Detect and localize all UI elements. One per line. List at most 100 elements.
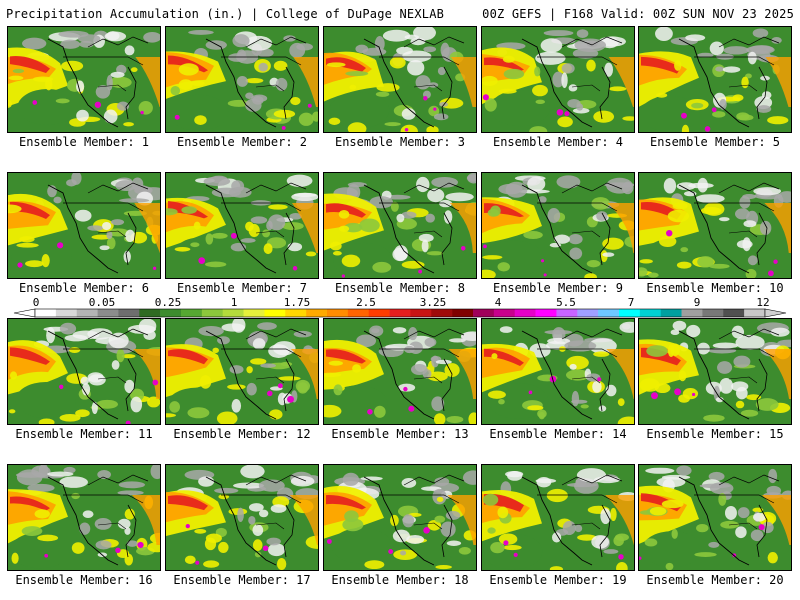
precip-map bbox=[324, 27, 476, 132]
ensemble-member-map bbox=[165, 26, 319, 133]
precip-map bbox=[482, 465, 634, 570]
colorbar-segment bbox=[639, 309, 662, 317]
precipitation-colorbar: 0 0.05 0.25 1 1.75 2.5 3.25 4 5.5 7 9 12 bbox=[13, 296, 787, 318]
colorbar-segment bbox=[201, 309, 224, 317]
colorbar-tick-label: 5.5 bbox=[556, 296, 576, 309]
ensemble-member-label: Ensemble Member: 8 bbox=[334, 281, 466, 295]
ensemble-member-map bbox=[638, 318, 792, 425]
model-run-info: 00Z GEFS | F168 Valid: 00Z SUN NOV 23 20… bbox=[482, 7, 794, 21]
ensemble-member-label: Ensemble Member: 18 bbox=[331, 573, 469, 587]
colorbar-segment bbox=[452, 309, 474, 317]
colorbar-tick-label: 7 bbox=[628, 296, 635, 309]
ensemble-member-map bbox=[638, 172, 792, 279]
colorbar-segment bbox=[410, 309, 432, 317]
precip-map bbox=[166, 173, 318, 278]
colorbar-segment bbox=[744, 309, 766, 317]
ensemble-member-label: Ensemble Member: 7 bbox=[176, 281, 308, 295]
precip-map bbox=[639, 173, 791, 278]
ensemble-member-label: Ensemble Member: 20 bbox=[646, 573, 784, 587]
colorbar-tick-label: 1 bbox=[231, 296, 238, 309]
colorbar-segment bbox=[347, 309, 370, 317]
precip-map bbox=[8, 319, 160, 424]
ensemble-member-map bbox=[481, 464, 635, 571]
ensemble-member-label: Ensemble Member: 13 bbox=[331, 427, 469, 441]
ensemble-member-label: Ensemble Member: 2 bbox=[176, 135, 308, 149]
colorbar-segment bbox=[76, 309, 98, 317]
colorbar-segment bbox=[723, 309, 745, 317]
ensemble-member-map bbox=[323, 26, 477, 133]
ensemble-member-map bbox=[165, 172, 319, 279]
ensemble-member-map bbox=[638, 464, 792, 571]
ensemble-member-label: Ensemble Member: 5 bbox=[649, 135, 781, 149]
colorbar-tick-label: 9 bbox=[694, 296, 701, 309]
ensemble-member-label: Ensemble Member: 12 bbox=[173, 427, 311, 441]
colorbar-segment bbox=[681, 309, 703, 317]
colorbar-low-arrow bbox=[13, 308, 36, 318]
ensemble-member-map bbox=[323, 318, 477, 425]
colorbar-segment bbox=[160, 309, 182, 317]
colorbar-tick-label: 0 bbox=[33, 296, 40, 309]
ensemble-member-map bbox=[165, 318, 319, 425]
precip-map bbox=[324, 173, 476, 278]
colorbar-segment bbox=[264, 309, 286, 317]
colorbar-segment bbox=[368, 309, 390, 317]
colorbar-segment bbox=[139, 309, 161, 317]
colorbar-segment bbox=[660, 309, 682, 317]
colorbar-segment bbox=[514, 309, 536, 317]
ensemble-member-label: Ensemble Member: 1 bbox=[18, 135, 150, 149]
colorbar-tick-label: 1.75 bbox=[284, 296, 311, 309]
precip-map bbox=[324, 465, 476, 570]
ensemble-member-map bbox=[165, 464, 319, 571]
ensemble-member-map bbox=[481, 318, 635, 425]
ensemble-member-map bbox=[7, 464, 161, 571]
ensemble-member-map bbox=[481, 26, 635, 133]
colorbar-segment bbox=[619, 309, 641, 317]
ensemble-member-label: Ensemble Member: 19 bbox=[489, 573, 627, 587]
precip-map bbox=[166, 27, 318, 132]
colorbar-segment bbox=[55, 309, 78, 317]
colorbar-segment bbox=[327, 309, 349, 317]
ensemble-member-label: Ensemble Member: 6 bbox=[18, 281, 150, 295]
colorbar-segment bbox=[97, 309, 119, 317]
ensemble-member-map bbox=[481, 172, 635, 279]
ensemble-member-label: Ensemble Member: 14 bbox=[489, 427, 627, 441]
precip-map bbox=[166, 319, 318, 424]
precip-map bbox=[8, 27, 160, 132]
precip-map bbox=[482, 27, 634, 132]
precip-map bbox=[324, 319, 476, 424]
colorbar-segment bbox=[306, 309, 328, 317]
colorbar-segment bbox=[556, 309, 578, 317]
precip-map bbox=[8, 173, 160, 278]
colorbar-segment bbox=[181, 309, 203, 317]
colorbar-segment bbox=[118, 309, 140, 317]
ensemble-member-map bbox=[323, 172, 477, 279]
precip-map bbox=[639, 465, 791, 570]
ensemble-member-label: Ensemble Member: 16 bbox=[15, 573, 153, 587]
ensemble-member-map bbox=[7, 172, 161, 279]
ensemble-member-label: Ensemble Member: 4 bbox=[492, 135, 624, 149]
colorbar-high-arrow bbox=[764, 308, 787, 318]
colorbar-segment bbox=[389, 309, 411, 317]
colorbar-segment bbox=[702, 309, 724, 317]
colorbar-tick-label: 12 bbox=[756, 296, 769, 309]
ensemble-member-label: Ensemble Member: 11 bbox=[15, 427, 153, 441]
colorbar-segment bbox=[35, 309, 57, 317]
ensemble-member-map bbox=[7, 318, 161, 425]
ensemble-member-label: Ensemble Member: 15 bbox=[646, 427, 784, 441]
colorbar-tick-label: 0.25 bbox=[155, 296, 182, 309]
ensemble-member-label: Ensemble Member: 17 bbox=[173, 573, 311, 587]
precip-map bbox=[166, 465, 318, 570]
colorbar-tick-label: 0.05 bbox=[89, 296, 116, 309]
ensemble-member-label: Ensemble Member: 9 bbox=[492, 281, 624, 295]
ensemble-member-label: Ensemble Member: 3 bbox=[334, 135, 466, 149]
colorbar-segment bbox=[535, 309, 557, 317]
colorbar-segment bbox=[243, 309, 265, 317]
colorbar-segment bbox=[577, 309, 599, 317]
colorbar-segment bbox=[222, 309, 244, 317]
precip-map bbox=[482, 173, 634, 278]
colorbar-segment bbox=[598, 309, 620, 317]
precip-map bbox=[482, 319, 634, 424]
colorbar-tick-label: 3.25 bbox=[420, 296, 447, 309]
precip-map bbox=[639, 27, 791, 132]
colorbar-segment bbox=[493, 309, 516, 317]
